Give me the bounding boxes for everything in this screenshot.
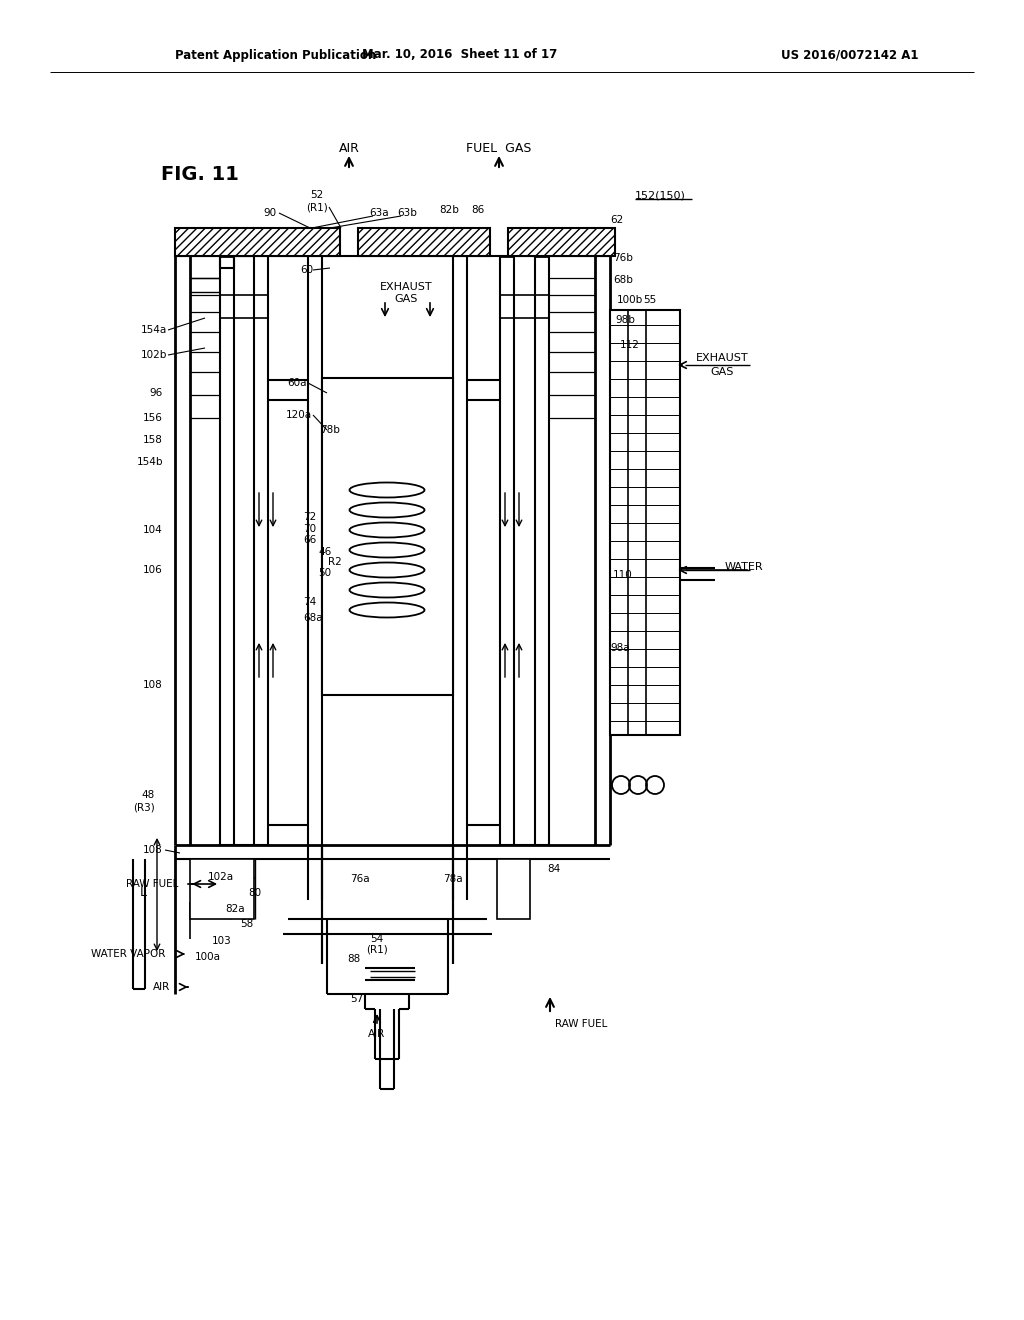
Text: 88: 88 [348, 954, 361, 964]
Text: EXHAUST: EXHAUST [695, 352, 749, 363]
Text: 104: 104 [143, 525, 163, 535]
Text: WATER VAPOR: WATER VAPOR [91, 949, 165, 960]
Text: 112: 112 [620, 341, 640, 350]
Text: 120a: 120a [286, 411, 312, 420]
Text: 152(150): 152(150) [635, 191, 686, 201]
Text: 55: 55 [643, 294, 656, 305]
Text: 156: 156 [143, 413, 163, 422]
Text: Mar. 10, 2016  Sheet 11 of 17: Mar. 10, 2016 Sheet 11 of 17 [362, 49, 558, 62]
Text: GAS: GAS [711, 367, 733, 378]
Text: 98a: 98a [610, 643, 630, 653]
Text: 60: 60 [300, 265, 313, 275]
Text: 108: 108 [143, 845, 163, 855]
Text: FUEL  GAS: FUEL GAS [466, 141, 531, 154]
Text: 54: 54 [371, 935, 384, 944]
Bar [190, 859, 254, 919]
Text: L: L [140, 886, 147, 899]
Text: FIG. 11: FIG. 11 [161, 165, 239, 185]
Text: 72: 72 [303, 512, 316, 521]
Text: AIR: AIR [153, 982, 170, 993]
Text: RAW FUEL: RAW FUEL [126, 879, 178, 888]
Text: 96: 96 [150, 388, 163, 399]
Text: 86: 86 [471, 205, 484, 215]
Text: 154a: 154a [140, 325, 167, 335]
Text: (R1): (R1) [306, 202, 328, 213]
Text: (R1): (R1) [367, 945, 388, 954]
Text: 63a: 63a [369, 209, 389, 218]
Text: 48: 48 [141, 789, 155, 800]
Text: AIR: AIR [339, 141, 359, 154]
Text: RAW FUEL: RAW FUEL [555, 1019, 607, 1030]
Bar [610, 310, 680, 735]
Text: 63b: 63b [397, 209, 417, 218]
Text: 102b: 102b [140, 350, 167, 360]
Bar [497, 859, 530, 919]
Text: AIR: AIR [369, 1030, 386, 1039]
Text: 90: 90 [264, 209, 278, 218]
Text: GAS: GAS [394, 294, 418, 304]
Text: 60a: 60a [288, 378, 307, 388]
Text: 80: 80 [248, 888, 261, 898]
Text: 78b: 78b [319, 425, 340, 436]
Text: 82b: 82b [439, 205, 459, 215]
Text: 158: 158 [143, 436, 163, 445]
Text: WATER: WATER [725, 562, 764, 572]
Text: 84: 84 [547, 865, 560, 874]
Text: 76a: 76a [350, 874, 370, 884]
Text: 68b: 68b [613, 275, 633, 285]
Text: 78a: 78a [443, 874, 463, 884]
Text: 76b: 76b [613, 253, 633, 263]
Bar [322, 378, 453, 696]
Bar [358, 228, 490, 256]
Text: 102a: 102a [208, 873, 234, 882]
Text: 50: 50 [318, 568, 331, 578]
Text: 70: 70 [303, 524, 316, 535]
Text: Patent Application Publication: Patent Application Publication [175, 49, 376, 62]
Text: 46: 46 [318, 546, 331, 557]
Bar [175, 228, 340, 256]
Text: 52: 52 [310, 190, 324, 201]
Text: 57: 57 [350, 994, 364, 1005]
Text: R2: R2 [328, 557, 342, 568]
Text: 68a: 68a [303, 612, 323, 623]
Text: 74: 74 [303, 597, 316, 607]
Text: 103: 103 [212, 936, 231, 946]
Text: 110: 110 [613, 570, 633, 579]
Text: US 2016/0072142 A1: US 2016/0072142 A1 [781, 49, 919, 62]
Text: (R3): (R3) [133, 803, 155, 812]
Text: 98b: 98b [615, 315, 635, 325]
Text: 58: 58 [240, 919, 253, 929]
Text: 108: 108 [143, 680, 163, 690]
Bar [508, 228, 615, 256]
Text: 100b: 100b [617, 294, 643, 305]
Text: EXHAUST: EXHAUST [380, 282, 432, 292]
Text: 100a: 100a [195, 952, 221, 962]
Text: 82a: 82a [225, 904, 245, 913]
Text: 154b: 154b [136, 457, 163, 467]
Text: 106: 106 [143, 565, 163, 576]
Text: 66: 66 [303, 535, 316, 545]
Text: 62: 62 [610, 215, 624, 224]
